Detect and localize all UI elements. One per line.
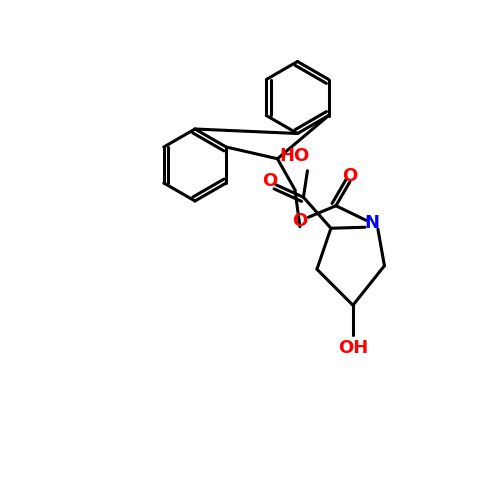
Text: O: O [342,167,357,184]
Text: O: O [292,212,308,230]
Text: HO: HO [280,146,310,164]
Text: O: O [262,172,278,190]
Text: N: N [364,214,380,232]
Text: OH: OH [338,339,368,356]
